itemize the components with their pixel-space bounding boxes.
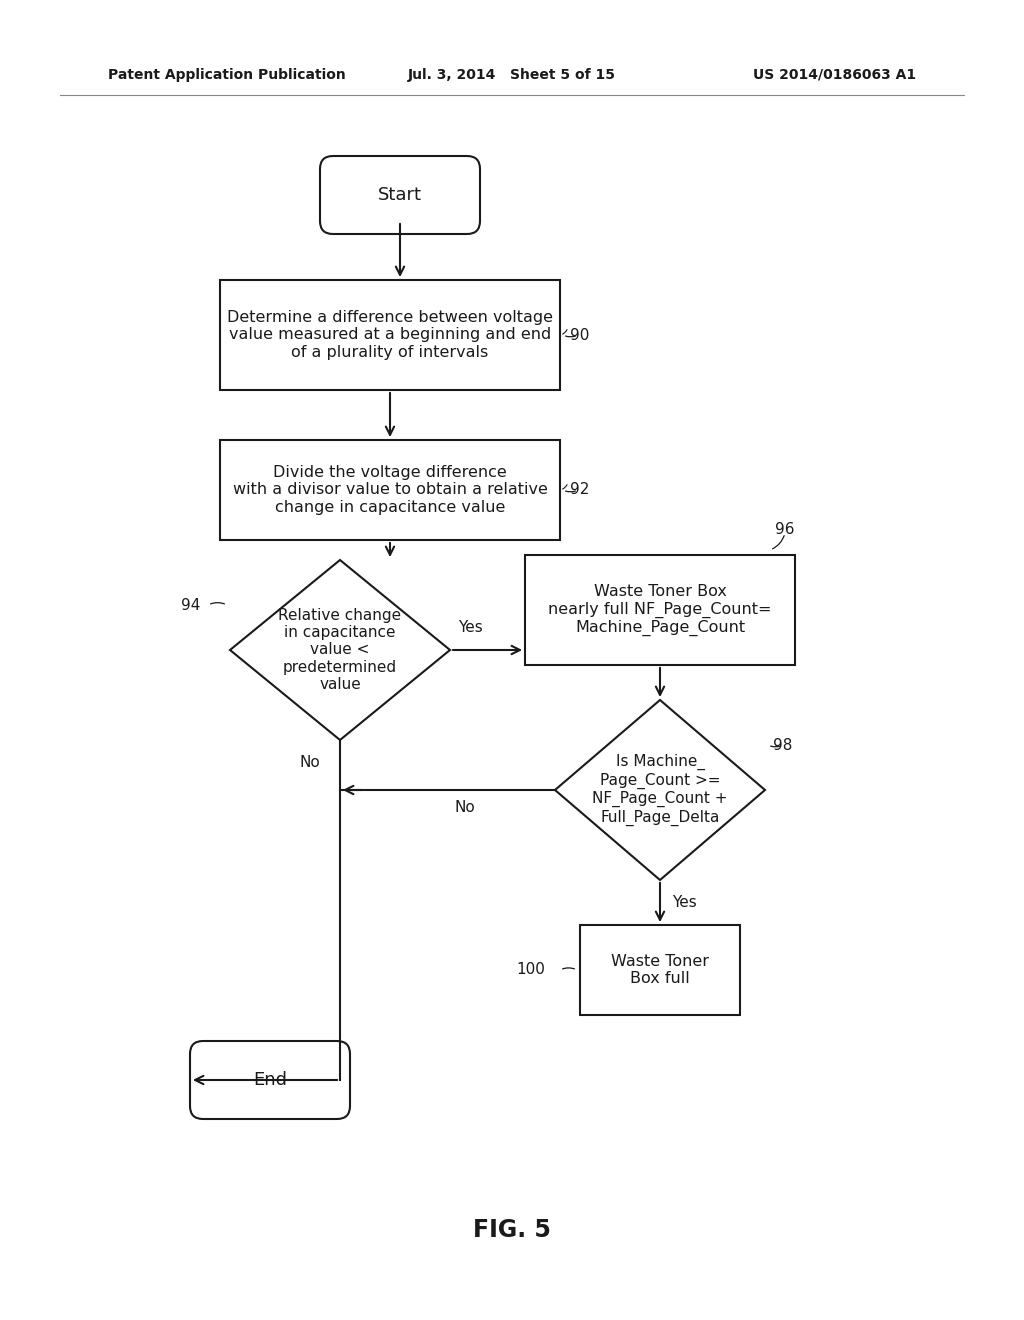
Text: Yes: Yes: [458, 620, 482, 635]
Text: Relative change
in capacitance
value <
predetermined
value: Relative change in capacitance value < p…: [279, 607, 401, 692]
Bar: [220, 280, 560, 389]
Text: No: No: [455, 800, 475, 814]
Text: Start: Start: [378, 186, 422, 205]
Text: No: No: [300, 755, 321, 770]
Text: 96: 96: [775, 523, 795, 537]
Polygon shape: [555, 700, 765, 880]
Text: US 2014/0186063 A1: US 2014/0186063 A1: [753, 69, 916, 82]
Text: 92: 92: [570, 483, 590, 498]
Text: Waste Toner
Box full: Waste Toner Box full: [611, 954, 709, 986]
Text: Waste Toner Box
nearly full NF_Page_Count=
Machine_Page_Count: Waste Toner Box nearly full NF_Page_Coun…: [548, 583, 772, 636]
Text: FIG. 5: FIG. 5: [473, 1218, 551, 1242]
Text: Is Machine_
Page_Count >=
NF_Page_Count +
Full_Page_Delta: Is Machine_ Page_Count >= NF_Page_Count …: [592, 754, 728, 826]
Text: 94: 94: [180, 598, 200, 612]
FancyBboxPatch shape: [319, 156, 480, 234]
Text: 100: 100: [516, 962, 545, 978]
Text: Divide the voltage difference
with a divisor value to obtain a relative
change i: Divide the voltage difference with a div…: [232, 465, 548, 515]
Bar: [525, 554, 795, 665]
Text: Determine a difference between voltage
value measured at a beginning and end
of : Determine a difference between voltage v…: [227, 310, 553, 360]
Bar: [580, 925, 740, 1015]
FancyBboxPatch shape: [190, 1041, 350, 1119]
Text: Yes: Yes: [672, 895, 696, 909]
Text: 90: 90: [570, 327, 590, 342]
Text: End: End: [253, 1071, 287, 1089]
Text: Patent Application Publication: Patent Application Publication: [108, 69, 346, 82]
Polygon shape: [230, 560, 450, 741]
Bar: [220, 440, 560, 540]
Text: 98: 98: [773, 738, 793, 752]
Text: Jul. 3, 2014   Sheet 5 of 15: Jul. 3, 2014 Sheet 5 of 15: [408, 69, 616, 82]
